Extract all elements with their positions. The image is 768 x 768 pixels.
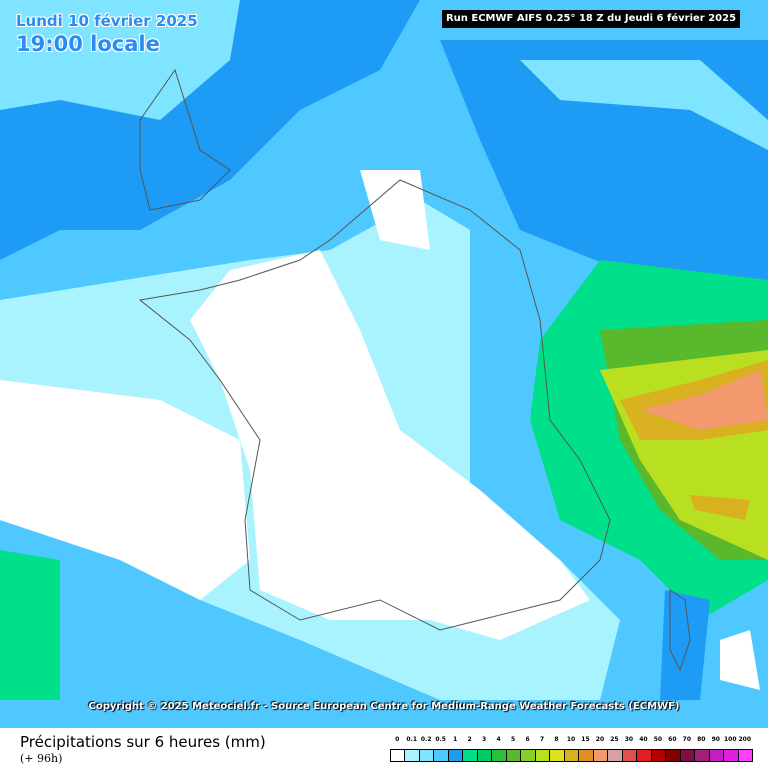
- legend-label: 200: [738, 736, 752, 743]
- forecast-hour: 19:00 locale: [16, 32, 160, 56]
- legend-swatch: [694, 749, 710, 762]
- legend-swatch: [505, 749, 522, 762]
- legend-label: 10: [566, 736, 576, 743]
- legend-label: 90: [711, 736, 720, 743]
- legend-label: 70: [682, 736, 691, 743]
- legend-swatch: [708, 749, 725, 762]
- copyright: Copyright © 2025 Meteociel.fr - Source E…: [88, 701, 680, 712]
- legend-label: 100: [724, 736, 737, 743]
- legend-swatch: [549, 749, 565, 762]
- legend-swatch: [447, 749, 464, 762]
- legend-label: 7: [539, 736, 545, 743]
- legend-swatch: [607, 749, 623, 762]
- forecast-date: Lundi 10 février 2025: [16, 12, 198, 30]
- legend-swatch: [433, 749, 449, 762]
- legend: 0 0.1 0.2 0.5 1 2 3 4 5 6 7 8 10 15 20 25 30 40 50 60 70 80 90…: [390, 736, 753, 764]
- lead-time: (+ 96h): [20, 752, 63, 765]
- legend-swatch: [621, 749, 638, 762]
- legend-swatch: [665, 749, 681, 762]
- legend-swatch: [418, 749, 435, 762]
- legend-label: 50: [653, 736, 663, 743]
- legend-swatch: [679, 749, 696, 762]
- legend-label: 4: [496, 736, 501, 743]
- precip-map: [0, 0, 768, 728]
- legend-label: 25: [610, 736, 619, 743]
- legend-swatch: [476, 749, 493, 762]
- legend-label: 2: [467, 736, 472, 743]
- legend-swatch: [520, 749, 536, 762]
- legend-swatch: [404, 749, 420, 762]
- legend-label: 30: [624, 736, 634, 743]
- legend-swatch: [390, 749, 406, 762]
- legend-swatch: [723, 749, 739, 762]
- legend-label: 40: [639, 736, 648, 743]
- variable-title: Précipitations sur 6 heures (mm): [20, 733, 266, 751]
- legend-label: 0.5: [435, 736, 446, 743]
- legend-swatch: [534, 749, 551, 762]
- legend-swatch: [491, 749, 507, 762]
- legend-swatch: [737, 749, 753, 762]
- legend-swatch: [462, 749, 478, 762]
- legend-label: 60: [668, 736, 677, 743]
- legend-swatch: [636, 749, 652, 762]
- footer: Précipitations sur 6 heures (mm) (+ 96h)…: [0, 728, 768, 768]
- legend-label: 5: [510, 736, 516, 743]
- legend-label: 0: [395, 736, 400, 743]
- legend-label: 6: [525, 736, 530, 743]
- legend-label: 20: [595, 736, 605, 743]
- legend-label: 0.1: [406, 736, 418, 743]
- legend-swatch: [563, 749, 580, 762]
- legend-label: 0.2: [420, 736, 432, 743]
- legend-swatch: [592, 749, 609, 762]
- run-info: Run ECMWF AIFS 0.25° 18 Z du Jeudi 6 fév…: [442, 10, 740, 28]
- legend-label: 80: [697, 736, 706, 743]
- legend-label: 8: [554, 736, 559, 743]
- legend-label: 3: [482, 736, 487, 743]
- legend-swatch: [650, 749, 667, 762]
- legend-label: 15: [581, 736, 590, 743]
- legend-label: 1: [453, 736, 458, 743]
- legend-swatch: [578, 749, 594, 762]
